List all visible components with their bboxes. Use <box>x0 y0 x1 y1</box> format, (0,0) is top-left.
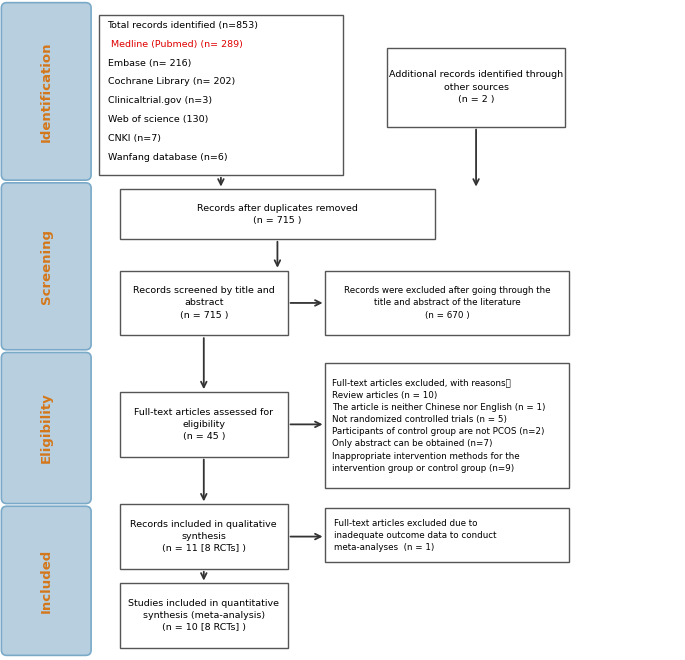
Bar <box>120 583 288 648</box>
Text: Screening: Screening <box>40 229 53 304</box>
Bar <box>387 48 565 127</box>
Bar <box>120 271 288 335</box>
Text: Additional records identified through
other sources
(n = 2 ): Additional records identified through ot… <box>389 71 563 104</box>
FancyBboxPatch shape <box>1 352 91 504</box>
Text: Wanfang database (n=6): Wanfang database (n=6) <box>108 152 227 162</box>
Text: Studies included in quantitative
synthesis (meta-analysis)
(n = 10 [8 RCTs] ): Studies included in quantitative synthes… <box>128 599 279 632</box>
FancyBboxPatch shape <box>1 183 91 350</box>
Text: Records screened by title and
abstract
(n = 715 ): Records screened by title and abstract (… <box>133 286 275 319</box>
Text: Records after duplicates removed
(n = 715 ): Records after duplicates removed (n = 71… <box>197 203 358 225</box>
Text: Records included in qualitative
synthesis
(n = 11 [8 RCTs] ): Records included in qualitative synthesi… <box>130 520 277 553</box>
Text: Total records identified (n=853): Total records identified (n=853) <box>108 21 258 30</box>
Text: Embase (n= 216): Embase (n= 216) <box>108 59 191 67</box>
Bar <box>120 504 288 569</box>
Text: Included: Included <box>40 548 53 613</box>
Text: Medline (Pubmed) (n= 289): Medline (Pubmed) (n= 289) <box>108 40 242 49</box>
Bar <box>325 508 569 562</box>
Text: CNKI (n=7): CNKI (n=7) <box>108 134 160 143</box>
Text: Full-text articles excluded, with reasons：
Review articles (n = 10)
The article : Full-text articles excluded, with reason… <box>332 379 546 473</box>
Bar <box>120 189 435 239</box>
Bar <box>120 392 288 457</box>
FancyBboxPatch shape <box>1 3 91 180</box>
Text: Identification: Identification <box>40 41 53 142</box>
Text: Clinicaltrial.gov (n=3): Clinicaltrial.gov (n=3) <box>108 96 212 105</box>
Text: Full-text articles excluded due to
inadequate outcome data to conduct
meta-analy: Full-text articles excluded due to inade… <box>334 519 496 552</box>
Text: Full-text articles assessed for
eligibility
(n = 45 ): Full-text articles assessed for eligibil… <box>134 408 273 441</box>
Text: Records were excluded after going through the
title and abstract of the literatu: Records were excluded after going throug… <box>344 286 550 319</box>
Bar <box>99 15 342 175</box>
Bar <box>325 271 569 335</box>
Bar <box>325 363 569 488</box>
FancyBboxPatch shape <box>1 506 91 655</box>
Text: Cochrane Library (n= 202): Cochrane Library (n= 202) <box>108 77 235 86</box>
Text: Web of science (130): Web of science (130) <box>108 115 208 124</box>
Text: Eligibility: Eligibility <box>40 393 53 463</box>
